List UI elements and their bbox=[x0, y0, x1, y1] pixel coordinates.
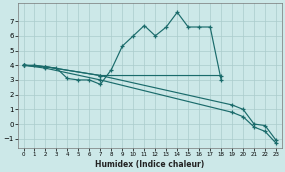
X-axis label: Humidex (Indice chaleur): Humidex (Indice chaleur) bbox=[95, 159, 204, 169]
